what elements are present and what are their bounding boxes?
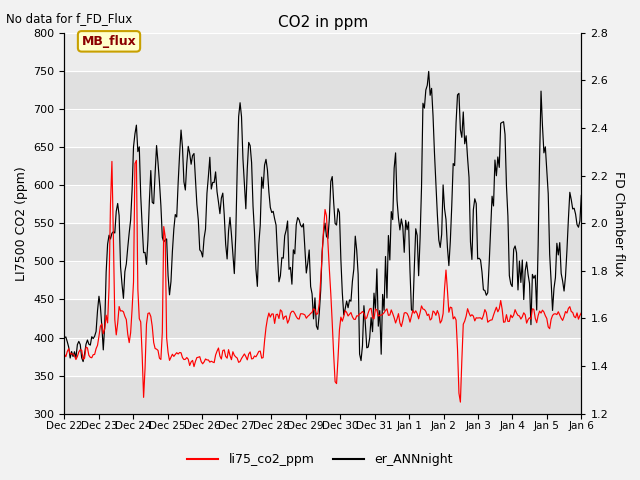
Bar [65,147,581,185]
Text: No data for f_FD_Flux: No data for f_FD_Flux [6,12,132,25]
Bar [65,185,581,223]
Y-axis label: FD Chamber flux: FD Chamber flux [612,170,625,276]
Bar [65,337,581,376]
Bar [65,376,581,414]
Legend: li75_co2_ppm, er_ANNnight: li75_co2_ppm, er_ANNnight [182,448,458,471]
Y-axis label: LI7500 CO2 (ppm): LI7500 CO2 (ppm) [15,166,28,280]
Bar [65,261,581,300]
Bar [65,223,581,261]
Bar [65,71,581,109]
Title: CO2 in ppm: CO2 in ppm [278,15,368,30]
Text: MB_flux: MB_flux [82,35,136,48]
Bar [65,33,581,71]
Bar [65,109,581,147]
Bar [65,300,581,337]
